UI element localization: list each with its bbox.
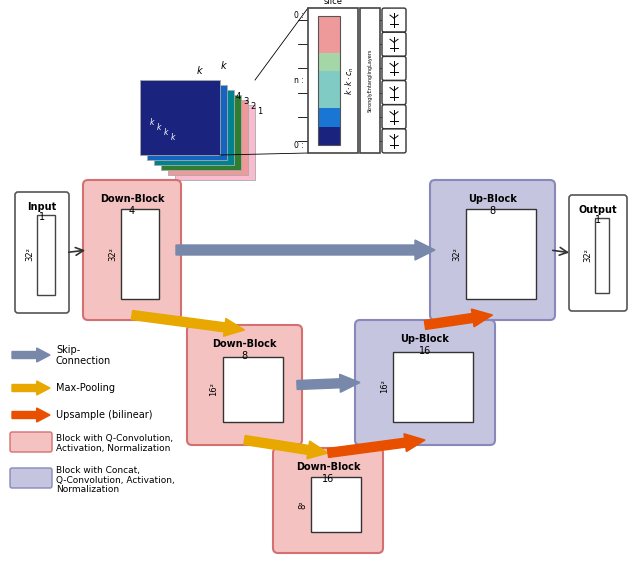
Text: 32²: 32²: [108, 247, 117, 261]
FancyArrow shape: [328, 434, 425, 457]
Text: 16²: 16²: [380, 379, 389, 394]
Text: Block with Concat,: Block with Concat,: [56, 466, 140, 474]
FancyBboxPatch shape: [10, 468, 52, 488]
Text: Up-Block: Up-Block: [468, 194, 517, 204]
Bar: [318, 90, 340, 108]
Text: Skip-: Skip-: [56, 345, 80, 355]
Text: 16²: 16²: [209, 382, 218, 396]
Text: 0 :: 0 :: [294, 11, 304, 20]
Text: 32²: 32²: [25, 248, 34, 261]
Text: 8: 8: [241, 351, 248, 361]
Text: Q-Convolution, Activation,: Q-Convolution, Activation,: [56, 475, 175, 485]
Text: Input: Input: [28, 202, 56, 212]
Text: n :: n :: [294, 76, 304, 85]
FancyArrow shape: [12, 348, 50, 362]
Bar: [318, 108, 340, 127]
Bar: [393, 352, 473, 421]
Bar: [465, 209, 536, 299]
FancyBboxPatch shape: [382, 8, 406, 32]
Bar: [121, 209, 159, 299]
Text: 4: 4: [129, 206, 135, 216]
Bar: [318, 53, 340, 72]
Text: 8: 8: [490, 206, 495, 216]
Bar: [147, 85, 227, 160]
Bar: [140, 80, 220, 155]
Text: k: k: [171, 133, 175, 142]
FancyBboxPatch shape: [569, 195, 627, 311]
FancyBboxPatch shape: [10, 432, 52, 452]
Text: 8²: 8²: [298, 500, 307, 509]
Text: Down-Block: Down-Block: [212, 339, 276, 349]
Text: 16: 16: [419, 346, 431, 356]
Bar: [168, 100, 248, 175]
FancyBboxPatch shape: [355, 320, 495, 445]
Text: Down-Block: Down-Block: [100, 194, 164, 204]
FancyArrow shape: [297, 374, 360, 392]
Text: k: k: [150, 118, 154, 127]
Text: 16: 16: [322, 474, 334, 484]
Text: 4: 4: [236, 92, 241, 101]
Bar: [318, 16, 340, 35]
Text: Output: Output: [579, 205, 618, 215]
Text: StronglyEntanglingLayers: StronglyEntanglingLayers: [367, 49, 372, 112]
Bar: [175, 105, 255, 180]
FancyBboxPatch shape: [187, 325, 302, 445]
FancyBboxPatch shape: [382, 56, 406, 81]
FancyBboxPatch shape: [273, 448, 383, 553]
Bar: [595, 218, 609, 293]
FancyArrow shape: [424, 309, 493, 329]
Text: flattened
slice: flattened slice: [314, 0, 352, 6]
Bar: [37, 215, 55, 294]
Text: 32²: 32²: [583, 248, 592, 262]
FancyBboxPatch shape: [382, 81, 406, 105]
Text: 2: 2: [250, 102, 255, 111]
Text: 1: 1: [595, 215, 601, 225]
Bar: [360, 8, 380, 153]
FancyBboxPatch shape: [15, 192, 69, 313]
Bar: [223, 357, 282, 421]
Bar: [154, 90, 234, 165]
Text: Up-Block: Up-Block: [401, 334, 449, 344]
Text: 1: 1: [257, 107, 262, 116]
FancyBboxPatch shape: [382, 129, 406, 153]
Text: 32²: 32²: [452, 247, 461, 261]
FancyBboxPatch shape: [382, 105, 406, 129]
Text: k: k: [196, 66, 202, 76]
Bar: [318, 72, 340, 90]
FancyArrow shape: [244, 436, 328, 459]
Text: k: k: [164, 128, 168, 137]
Text: k: k: [157, 123, 161, 132]
Bar: [311, 477, 361, 532]
FancyArrow shape: [12, 408, 50, 422]
Text: 3: 3: [243, 97, 248, 106]
Text: Activation, Normalization: Activation, Normalization: [56, 444, 170, 453]
Text: 1: 1: [39, 212, 45, 222]
Text: k: k: [220, 61, 226, 71]
Text: Block with Q-Convolution,: Block with Q-Convolution,: [56, 433, 173, 442]
Text: Upsample (bilinear): Upsample (bilinear): [56, 410, 152, 420]
Text: Max-Pooling: Max-Pooling: [56, 383, 115, 393]
FancyArrow shape: [131, 311, 244, 336]
Text: $k \cdot k \cdot c_n$: $k \cdot k \cdot c_n$: [344, 66, 356, 95]
Text: Connection: Connection: [56, 356, 111, 366]
FancyBboxPatch shape: [382, 32, 406, 56]
FancyBboxPatch shape: [430, 180, 555, 320]
FancyArrow shape: [176, 240, 435, 260]
Bar: [161, 95, 241, 170]
Bar: [318, 127, 340, 145]
Bar: [308, 8, 358, 153]
FancyBboxPatch shape: [83, 180, 181, 320]
Text: Down-Block: Down-Block: [296, 462, 360, 472]
Text: Normalization: Normalization: [56, 486, 119, 495]
FancyArrow shape: [12, 381, 50, 395]
Bar: [318, 35, 340, 53]
Bar: [318, 16, 340, 145]
Text: 0 :: 0 :: [294, 140, 304, 149]
